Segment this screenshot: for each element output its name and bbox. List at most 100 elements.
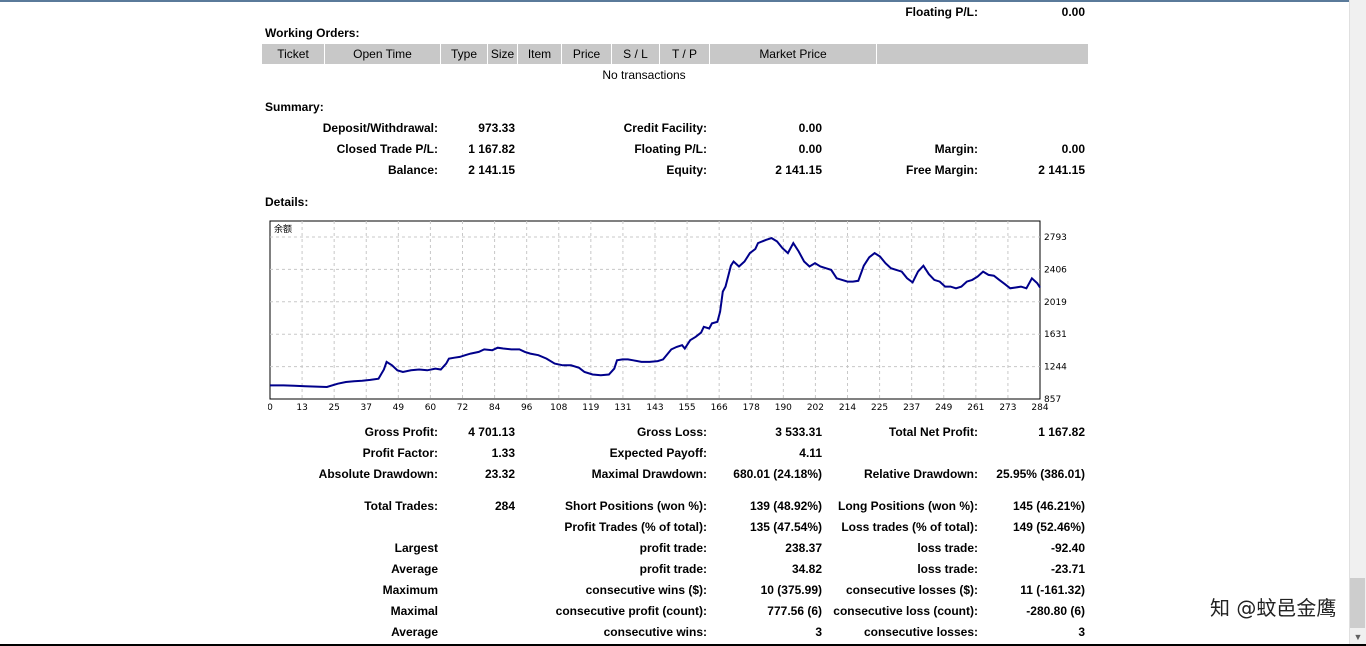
- largest-label: Largest: [394, 541, 438, 555]
- long-positions-value: 145 (46.21%): [1012, 499, 1085, 513]
- average-label: Average: [391, 562, 438, 576]
- x-tick-label: 84: [489, 403, 501, 413]
- x-tick-label: 190: [775, 403, 792, 413]
- absolute-drawdown-label: Absolute Drawdown:: [318, 467, 438, 481]
- maximal-loss-label: consecutive loss (count):: [833, 604, 978, 618]
- max-losses-value: 11 (-161.32): [1020, 583, 1085, 597]
- total-net-profit-value: 1 167.82: [1038, 425, 1085, 439]
- y-tick-label: 2406: [1044, 265, 1067, 275]
- x-tick-label: 155: [678, 403, 695, 413]
- col-item[interactable]: Item: [518, 44, 562, 64]
- x-tick-label: 96: [521, 403, 533, 413]
- total-net-profit-label: Total Net Profit:: [888, 425, 978, 439]
- largest-loss-value: -92.40: [1050, 541, 1085, 555]
- bottom-edge: [0, 644, 1366, 646]
- deposit-label: Deposit/Withdrawal:: [322, 121, 438, 135]
- x-tick-label: 273: [999, 403, 1016, 413]
- loss-trades-label: Loss trades (% of total):: [841, 520, 978, 534]
- x-tick-label: 0: [268, 403, 273, 413]
- expected-payoff-label: Expected Payoff:: [609, 446, 707, 460]
- scroll-down-arrow-icon[interactable]: ▼: [1353, 632, 1363, 642]
- total-trades-label: Total Trades:: [364, 499, 438, 513]
- gross-loss-value: 3 533.31: [775, 425, 822, 439]
- credit-label: Credit Facility:: [623, 121, 707, 135]
- floating-pl-label: Floating P/L:: [634, 142, 707, 156]
- x-tick-label: 13: [296, 403, 307, 413]
- col-ticket[interactable]: Ticket: [262, 44, 325, 64]
- profit-factor-label: Profit Factor:: [362, 446, 438, 460]
- expected-payoff-value: 4.11: [799, 446, 822, 460]
- y-tick-label: 1631: [1044, 330, 1067, 340]
- x-tick-label: 225: [871, 403, 888, 413]
- avg-losses-value: 3: [1078, 625, 1085, 639]
- x-tick-label: 249: [935, 403, 952, 413]
- balance-label: Balance:: [387, 163, 438, 177]
- profit-factor-value: 1.33: [491, 446, 515, 460]
- x-tick-label: 166: [711, 403, 728, 413]
- max-losses-label: consecutive losses ($):: [845, 583, 978, 597]
- col-market-price[interactable]: Market Price: [710, 44, 877, 64]
- col-open-time[interactable]: Open Time: [325, 44, 441, 64]
- col-type[interactable]: Type: [441, 44, 488, 64]
- maximal-drawdown-label: Maximal Drawdown:: [591, 467, 707, 481]
- loss-trades-value: 149 (52.46%): [1012, 520, 1085, 534]
- average-profit-label: profit trade:: [639, 562, 707, 576]
- x-tick-label: 143: [646, 403, 663, 413]
- x-tick-label: 261: [967, 403, 984, 413]
- top-edge: [0, 0, 1366, 2]
- no-transactions-text: No transactions: [602, 68, 686, 82]
- equity-label: Equity:: [666, 163, 707, 177]
- average-loss-label: loss trade:: [917, 562, 978, 576]
- vertical-scrollbar[interactable]: [1349, 0, 1366, 646]
- closed-pl-value: 1 167.82: [468, 142, 515, 156]
- absolute-drawdown-value: 23.32: [484, 467, 515, 481]
- y-tick-label: 857: [1044, 395, 1061, 405]
- profit-trades-label: Profit Trades (% of total):: [564, 520, 707, 534]
- scrollbar-thumb[interactable]: [1350, 578, 1365, 628]
- avg-wins-value: 3: [815, 625, 822, 639]
- working-orders-header: Ticket Open Time Type Size Item Price S …: [262, 44, 1088, 64]
- top-floating-label: Floating P/L:: [905, 5, 978, 19]
- maximal-label: Maximal: [390, 604, 438, 618]
- col-size[interactable]: Size: [488, 44, 518, 64]
- chart-title: 余额: [274, 223, 292, 235]
- maximal-profit-value: 777.56 (6): [767, 604, 822, 618]
- profit-trades-value: 135 (47.54%): [749, 520, 822, 534]
- balance-chart: 0 13 25 37 49 60 72 84 96 108 119 131 143 155 166 178 19…: [268, 220, 1067, 413]
- col-tp[interactable]: T / P: [660, 44, 710, 64]
- largest-profit-label: profit trade:: [639, 541, 707, 555]
- x-tick-label: 284: [1031, 403, 1048, 413]
- col-sl[interactable]: S / L: [612, 44, 660, 64]
- total-trades-value: 284: [494, 499, 515, 513]
- gross-loss-label: Gross Loss:: [636, 425, 707, 439]
- deposit-value: 973.33: [478, 121, 515, 135]
- equity-value: 2 141.15: [775, 163, 822, 177]
- summary-title: Summary:: [265, 100, 324, 114]
- x-tick-label: 60: [425, 403, 437, 413]
- y-tick-label: 1244: [1044, 363, 1067, 373]
- max-wins-value: 10 (375.99): [760, 583, 822, 597]
- floating-pl-value: 0.00: [798, 142, 822, 156]
- balance-value: 2 141.15: [468, 163, 515, 177]
- x-tick-label: 37: [361, 403, 372, 413]
- working-orders-title: Working Orders:: [265, 26, 360, 40]
- x-tick-label: 178: [743, 403, 760, 413]
- relative-drawdown-label: Relative Drawdown:: [863, 467, 978, 481]
- gross-profit-value: 4 701.13: [468, 425, 515, 439]
- margin-value: 0.00: [1061, 142, 1085, 156]
- gross-profit-label: Gross Profit:: [364, 425, 438, 439]
- long-positions-label: Long Positions (won %):: [838, 499, 978, 513]
- max-wins-label: consecutive wins ($):: [585, 583, 707, 597]
- y-tick-label: 2793: [1044, 233, 1067, 243]
- free-margin-value: 2 141.15: [1038, 163, 1085, 177]
- x-tick-label: 237: [903, 403, 920, 413]
- maximal-drawdown-value: 680.01 (24.18%): [733, 467, 822, 481]
- average-loss-value: -23.71: [1050, 562, 1085, 576]
- col-price[interactable]: Price: [562, 44, 612, 64]
- y-tick-label: 2019: [1044, 298, 1067, 308]
- top-floating-value: 0.00: [1061, 5, 1085, 19]
- avg-losses-label: consecutive losses:: [863, 625, 978, 639]
- x-tick-label: 131: [614, 403, 631, 413]
- margin-label: Margin:: [934, 142, 978, 156]
- x-tick-label: 72: [457, 403, 468, 413]
